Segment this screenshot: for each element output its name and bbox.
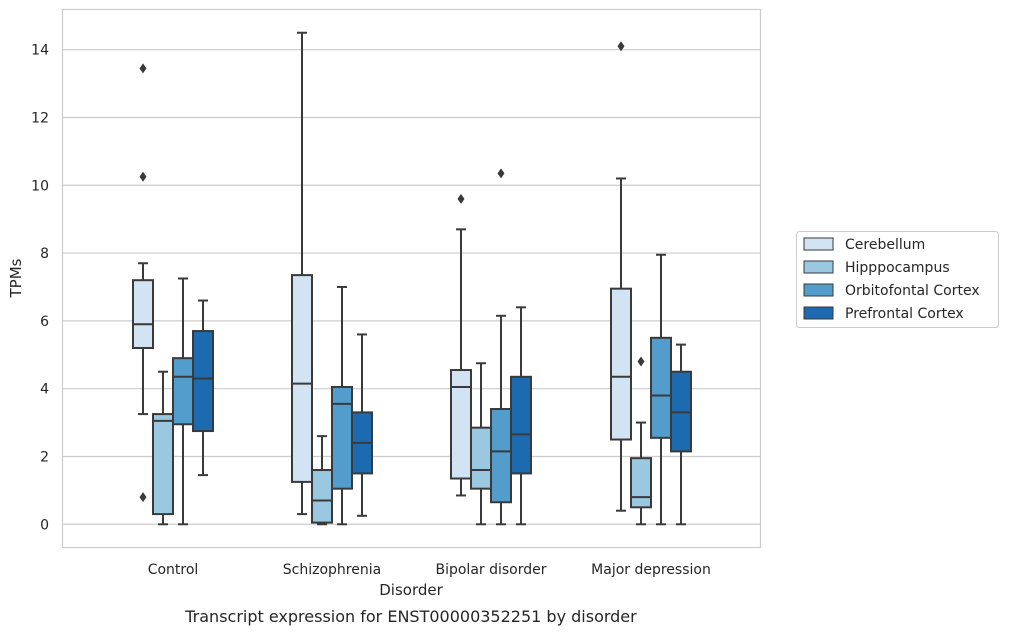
box-orbitofontal-cortex-bipolar-disorder [490, 168, 512, 526]
legend-label: Prefrontal Cortex [845, 306, 964, 322]
box-cerebellum-bipolar-disorder [450, 193, 472, 497]
box-iqr [470, 426, 492, 490]
legend-frame [796, 231, 999, 328]
x-tick-label: Schizophrenia [283, 562, 381, 578]
box-iqr [450, 369, 472, 480]
box-iqr [490, 408, 512, 504]
box-iqr [291, 274, 313, 483]
y-tick-label: 0 [40, 517, 49, 533]
x-axis-ticks: Control Schizophrenia Bipolar disorder Majo… [148, 562, 711, 578]
outlier-point [637, 356, 645, 367]
box-orbitofontal-cortex-major-depression [650, 253, 672, 526]
outlier-point [139, 63, 147, 74]
legend-label: Hipppocampus [845, 260, 950, 276]
box-iqr [331, 385, 353, 490]
y-tick-label: 8 [40, 246, 49, 262]
box-hipppocampus-control [152, 370, 174, 526]
box-iqr [192, 330, 214, 433]
legend: Cerebellum Hipppocampus Orbitofontal Corte… [796, 231, 999, 328]
box-prefrontal-cortex-bipolar-disorder [510, 306, 532, 526]
box-cerebellum-schizophrenia [291, 31, 313, 516]
x-axis-title: Disorder [379, 581, 443, 599]
box-iqr [650, 336, 672, 439]
legend-swatch [803, 283, 834, 297]
outlier-point [139, 171, 147, 182]
box-iqr [630, 457, 652, 509]
legend-swatch [803, 260, 834, 274]
legend-swatch [803, 237, 834, 251]
legend-items: Cerebellum Hipppocampus Orbitofontal Corte… [803, 237, 980, 322]
outlier-point [457, 193, 465, 204]
box-iqr [610, 287, 632, 441]
legend-label: Cerebellum [845, 237, 925, 253]
box-iqr [172, 357, 194, 426]
y-tick-label: 4 [40, 382, 49, 398]
outlier-point [139, 492, 147, 503]
x-tick-label: Control [148, 562, 199, 578]
box-iqr [311, 469, 333, 524]
box-hipppocampus-major-depression [630, 356, 652, 526]
box-orbitofontal-cortex-schizophrenia [331, 285, 353, 526]
box-iqr [510, 375, 532, 475]
outlier-point [617, 41, 625, 52]
legend-swatch [803, 306, 834, 320]
box-hipppocampus-schizophrenia [311, 435, 333, 526]
box-iqr [132, 279, 154, 349]
y-tick-label: 14 [31, 43, 49, 59]
x-tick-label: Bipolar disorder [435, 562, 546, 578]
box-prefrontal-cortex-major-depression [670, 343, 692, 526]
y-tick-label: 12 [31, 110, 49, 126]
plot-frame [61, 8, 762, 549]
figure-caption: Transcript expression for ENST0000035225… [184, 607, 637, 626]
y-tick-label: 2 [40, 449, 49, 465]
box-cerebellum-control [132, 63, 154, 503]
legend-label: Orbitofontal Cortex [845, 283, 980, 299]
y-tick-label: 6 [40, 314, 49, 330]
outlier-point [497, 168, 505, 179]
box-hipppocampus-bipolar-disorder [470, 362, 492, 526]
box-cerebellum-major-depression [610, 41, 632, 512]
y-tick-label: 10 [31, 178, 49, 194]
y-axis-title: TPMs [7, 258, 25, 298]
box-iqr [152, 413, 174, 516]
x-tick-label: Major depression [591, 562, 711, 578]
box-orbitofontal-cortex-control [172, 277, 194, 526]
y-axis-ticks: 0 2 4 6 8 10 12 14 [31, 43, 49, 534]
box-prefrontal-cortex-control [192, 299, 214, 477]
box-prefrontal-cortex-schizophrenia [351, 333, 373, 517]
plot-boxes [132, 31, 692, 526]
